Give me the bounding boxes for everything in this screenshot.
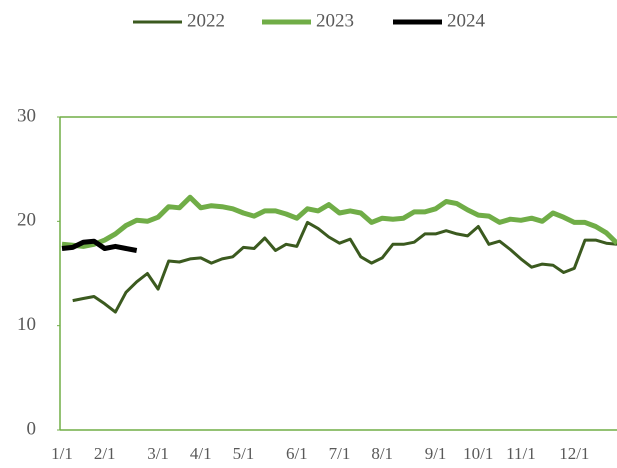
legend-label: 2023 [316,10,354,31]
y-tick-label: 30 [17,105,36,126]
series-line [72,220,617,314]
x-tick-label: 3/1 [147,444,169,463]
y-tick-label: 10 [17,314,36,335]
x-tick-label: 5/1 [233,444,255,463]
x-tick-label: 8/1 [371,444,393,463]
legend-label: 2022 [187,10,225,31]
x-tick-label: 12/1 [559,444,589,463]
x-tick-label: 4/1 [190,444,212,463]
x-tick-label: 10/1 [463,444,493,463]
x-tick-label: 9/1 [425,444,447,463]
x-tick-label: 11/1 [506,444,536,463]
x-tick-label: 1/1 [51,444,73,463]
y-tick-label: 0 [27,418,37,439]
x-tick-label: 2/1 [94,444,116,463]
series-line [61,194,617,249]
x-tick-label: 7/1 [329,444,351,463]
x-tick-label: 6/1 [286,444,308,463]
legend-label: 2024 [447,10,486,31]
series-line [61,238,138,253]
y-tick-label: 20 [17,210,36,231]
